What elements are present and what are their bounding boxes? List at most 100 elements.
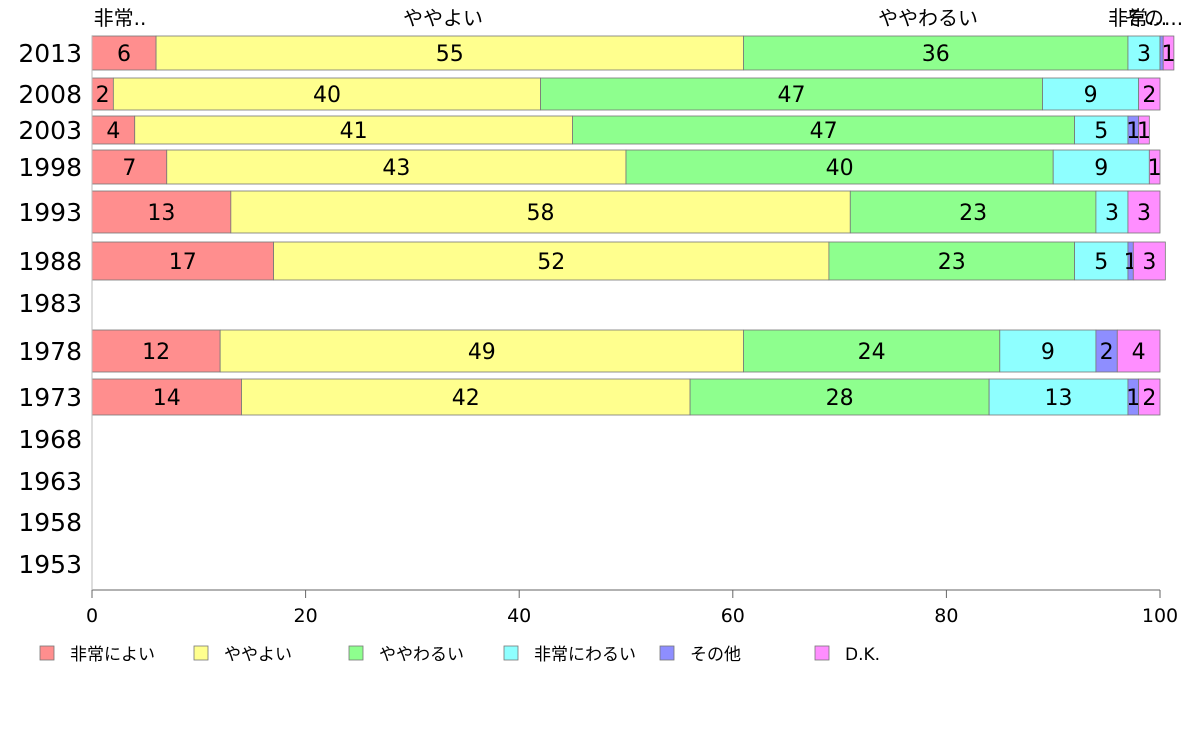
bar-segment xyxy=(112,77,541,111)
data-label: 36 xyxy=(922,42,950,67)
bar-segment xyxy=(1127,35,1161,71)
data-label: 47 xyxy=(810,119,838,144)
legend-label: ややわるい xyxy=(379,645,464,665)
bar-segment xyxy=(91,115,136,145)
data-label: 24 xyxy=(858,340,886,365)
data-label: 1 xyxy=(1126,386,1140,411)
bar-segment xyxy=(1127,190,1161,234)
top-label-layer: 非常.. ややよい ややわるい 非常...その... xyxy=(94,6,1183,30)
bar-segment xyxy=(1148,149,1161,185)
x-tick-label: 60 xyxy=(721,605,745,627)
data-label: 1 xyxy=(1148,156,1162,181)
x-tick-label: 0 xyxy=(86,605,98,627)
y-tick-label: 1963 xyxy=(18,467,82,496)
bar-segment xyxy=(91,241,274,281)
data-label: 1 xyxy=(1162,42,1176,67)
y-tick-label: 1958 xyxy=(18,508,82,537)
legend-swatch xyxy=(814,645,830,661)
bar-segment xyxy=(166,149,627,185)
data-label: 4 xyxy=(106,119,120,144)
y-tick-label: 1993 xyxy=(18,198,82,227)
data-label: 2 xyxy=(1100,340,1114,365)
data-label: 58 xyxy=(527,201,555,226)
y-tick-label: 1968 xyxy=(18,425,82,454)
bar-segment xyxy=(273,241,830,281)
bar-segment xyxy=(1116,329,1161,373)
y-tick-label: 1998 xyxy=(18,153,82,182)
bar-segment xyxy=(91,35,157,71)
x-tick-label: 40 xyxy=(507,605,531,627)
x-tick-label: 20 xyxy=(294,605,318,627)
data-label: 3 xyxy=(1105,201,1119,226)
data-label: 3 xyxy=(1142,250,1156,275)
legend-swatch xyxy=(39,645,55,661)
bar-segment xyxy=(743,329,1001,373)
bar-segment xyxy=(1074,241,1129,281)
bar-segment xyxy=(849,190,1097,234)
legend-item: ややわるい xyxy=(348,645,464,665)
y-tick-label: 2013 xyxy=(18,39,82,68)
data-label: 40 xyxy=(313,83,341,108)
legend-swatch xyxy=(193,645,209,661)
bar-segment xyxy=(155,35,744,71)
data-label: 28 xyxy=(826,386,854,411)
data-label: 6 xyxy=(117,42,131,67)
top-label: ややよい xyxy=(403,6,483,30)
data-label: 2 xyxy=(96,83,110,108)
bar-segment xyxy=(1074,115,1129,145)
legend-label: 非常にわるい xyxy=(534,645,636,665)
bar-layer: 6 55 36 3 12 40 47 9 24 41 47 5 117 43 40 9 113 58 23 3 317 5… xyxy=(91,35,1176,416)
bar-segment xyxy=(572,115,1075,145)
legend-item: その他 xyxy=(659,645,741,665)
data-label: 2 xyxy=(1142,83,1156,108)
data-label: 47 xyxy=(778,83,806,108)
y-tick-label: 2008 xyxy=(18,80,82,109)
data-label: 49 xyxy=(468,340,496,365)
data-label: 7 xyxy=(122,156,136,181)
legend: 非常によい ややよい ややわるい 非常にわるい その他 D.K. xyxy=(39,645,880,665)
x-tick-label: 100 xyxy=(1142,605,1178,627)
bar-segment xyxy=(625,149,1054,185)
legend-item: D.K. xyxy=(814,645,880,665)
y-tick-label: 1978 xyxy=(18,337,82,366)
x-axis: 0 20 40 60 80 100 xyxy=(86,36,1178,627)
y-tick-label: 1988 xyxy=(18,247,82,276)
data-label: 5 xyxy=(1094,119,1108,144)
legend-label: その他 xyxy=(690,645,741,665)
legend-label: D.K. xyxy=(845,645,880,665)
bar-segment xyxy=(1132,241,1166,281)
top-label: 非常... xyxy=(1108,6,1167,30)
y-tick-label: 2003 xyxy=(18,116,82,145)
top-label: 非常.. xyxy=(94,6,147,30)
legend-item: 非常にわるい xyxy=(503,645,636,665)
bar-segment xyxy=(1138,77,1161,111)
data-label: 1 xyxy=(1137,119,1151,144)
bar-segment xyxy=(540,77,1043,111)
bar-segment xyxy=(1052,149,1150,185)
legend-label: 非常によい xyxy=(70,645,155,665)
legend-item: 非常によい xyxy=(39,645,155,665)
y-axis-labels: 2013 2008 2003 1998 1993 1988 1983 1978 1973 1968… xyxy=(18,39,82,579)
y-tick-label: 1973 xyxy=(18,383,82,412)
bar-segment xyxy=(1138,115,1150,145)
data-label: 41 xyxy=(340,119,368,144)
data-label: 55 xyxy=(436,42,464,67)
bar-segment xyxy=(828,241,1075,281)
data-label: 1 xyxy=(1126,119,1140,144)
y-tick-label: 1983 xyxy=(18,289,82,318)
x-tick-label: 80 xyxy=(934,605,958,627)
data-label: 52 xyxy=(537,250,565,275)
data-label: 13 xyxy=(147,201,175,226)
data-label: 17 xyxy=(169,250,197,275)
data-label: 40 xyxy=(826,156,854,181)
top-label: その... xyxy=(1124,6,1183,30)
bar-segment xyxy=(988,378,1129,416)
data-label: 3 xyxy=(1137,42,1151,67)
data-label: 23 xyxy=(959,201,987,226)
data-label: 13 xyxy=(1045,386,1073,411)
data-label: 14 xyxy=(153,386,181,411)
bar-segment xyxy=(1162,35,1175,71)
bar-segment xyxy=(689,378,990,416)
data-label: 23 xyxy=(938,250,966,275)
